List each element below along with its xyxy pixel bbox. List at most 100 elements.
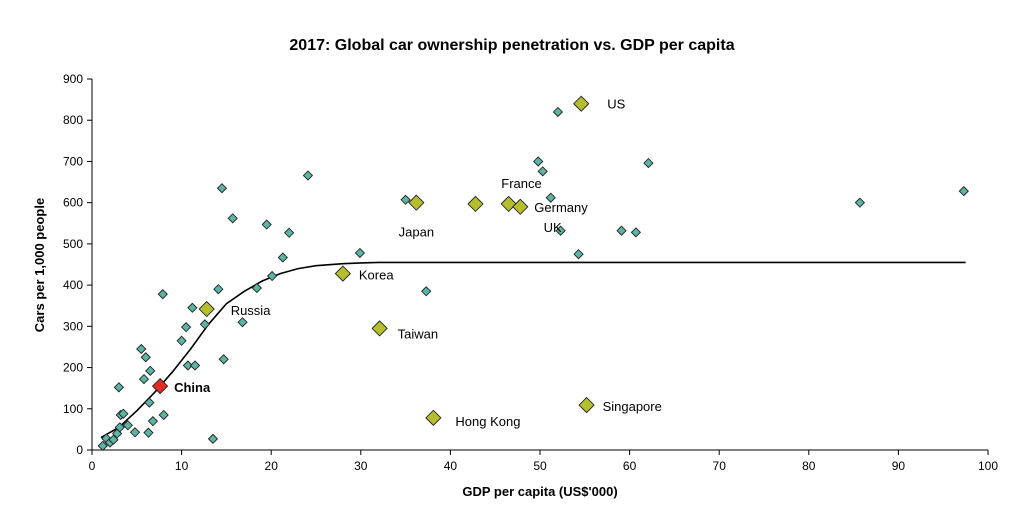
country-point: [552, 106, 564, 118]
labelled-country-point: [467, 195, 484, 213]
x-tick-label: 60: [623, 459, 637, 473]
country-point: [533, 156, 544, 167]
country-point: [266, 270, 278, 282]
y-tick-label: 900: [63, 72, 83, 86]
point-label: Hong Kong: [455, 414, 520, 429]
x-tick-label: 30: [354, 459, 368, 473]
x-tick-label: 50: [533, 459, 547, 473]
y-tick-label: 400: [63, 278, 83, 292]
labelled-country-point: [408, 194, 425, 211]
point-label: Singapore: [603, 399, 662, 414]
country-point: [199, 319, 211, 330]
y-tick-label: 100: [63, 402, 83, 416]
country-point: [97, 440, 108, 452]
country-point: [187, 302, 198, 313]
country-point: [354, 247, 366, 259]
country-point: [261, 219, 272, 230]
country-point: [157, 289, 168, 300]
y-tick-label: 500: [63, 237, 83, 251]
country-point: [555, 225, 566, 236]
point-label: UK: [544, 220, 562, 235]
point-label: Russia: [231, 303, 272, 318]
point-label: Germany: [534, 200, 588, 215]
country-point: [189, 360, 201, 371]
country-point: [643, 157, 654, 169]
country-point: [302, 170, 314, 181]
country-point: [140, 352, 151, 363]
trend-curve-layer: [100, 261, 966, 439]
country-point: [216, 183, 228, 194]
point-labels-layer: US Japan France UK Germany Korea Russia Taiwan H…: [174, 97, 662, 429]
country-point: [136, 343, 147, 355]
country-point: [118, 408, 129, 419]
country-point: [182, 360, 194, 371]
point-label: Taiwan: [398, 326, 438, 341]
y-tick-label: 300: [63, 319, 83, 333]
x-tick-label: 0: [89, 459, 96, 473]
country-point: [129, 427, 141, 438]
country-point: [108, 434, 119, 445]
labelled-country-point: [578, 396, 595, 414]
country-point: [144, 397, 155, 408]
country-point: [277, 252, 288, 263]
chart-title: 2017: Global car ownership penetration v…: [289, 37, 734, 54]
country-point: [616, 225, 627, 236]
country-point: [545, 192, 556, 203]
y-tick-label: 700: [63, 154, 83, 168]
x-tick-label: 70: [713, 459, 727, 473]
x-tick-label: 80: [802, 459, 816, 473]
point-label: Korea: [359, 268, 394, 283]
labelled-country-point: [371, 320, 388, 337]
country-point: [630, 227, 642, 238]
point-label: Japan: [399, 225, 434, 240]
country-point: [158, 409, 169, 421]
labelled-country-point: [198, 300, 215, 318]
country-point: [421, 286, 432, 297]
country-point: [218, 354, 229, 365]
point-label: China: [174, 380, 211, 395]
country-point: [283, 227, 295, 238]
country-point: [237, 317, 248, 328]
country-point: [145, 365, 156, 376]
country-point: [138, 373, 150, 385]
labelled-country-point: [512, 198, 529, 215]
country-point: [147, 416, 159, 427]
point-label: France: [501, 176, 541, 191]
country-point: [114, 422, 125, 433]
country-point: [176, 335, 187, 346]
country-point: [854, 197, 866, 208]
country-point: [213, 284, 224, 295]
axes: 0 100 200 300 400 500 600 700 800 900 0 10 20 30 40 50 6…: [63, 72, 998, 473]
country-point: [958, 185, 969, 197]
x-tick-label: 90: [892, 459, 906, 473]
x-tick-label: 10: [175, 459, 189, 473]
country-point: [143, 427, 154, 438]
x-tick-label: 100: [978, 459, 998, 473]
y-tick-label: 200: [63, 361, 83, 375]
country-point: [400, 194, 411, 205]
labelled-country-point: [500, 195, 517, 213]
country-point: [573, 249, 584, 260]
y-axis-title: Cars per 1,000 people: [32, 198, 47, 332]
china-point: [151, 377, 169, 395]
trend-curve: [100, 261, 966, 439]
x-tick-label: 40: [444, 459, 458, 473]
data-points-layer: [97, 95, 969, 452]
country-point: [180, 322, 192, 333]
country-point: [537, 166, 548, 177]
labelled-country-point: [425, 409, 442, 426]
y-tick-label: 600: [63, 196, 83, 210]
x-axis-title: GDP per capita (US$'000): [462, 484, 617, 499]
country-point: [227, 213, 238, 224]
country-point: [251, 282, 263, 294]
y-tick-label: 800: [63, 113, 83, 127]
y-tick-label: 0: [76, 443, 83, 457]
country-point: [113, 382, 125, 393]
country-point: [122, 420, 133, 431]
labelled-country-point: [334, 265, 352, 282]
point-label: US: [607, 97, 625, 112]
labelled-country-point: [573, 95, 590, 112]
country-point: [207, 433, 219, 445]
